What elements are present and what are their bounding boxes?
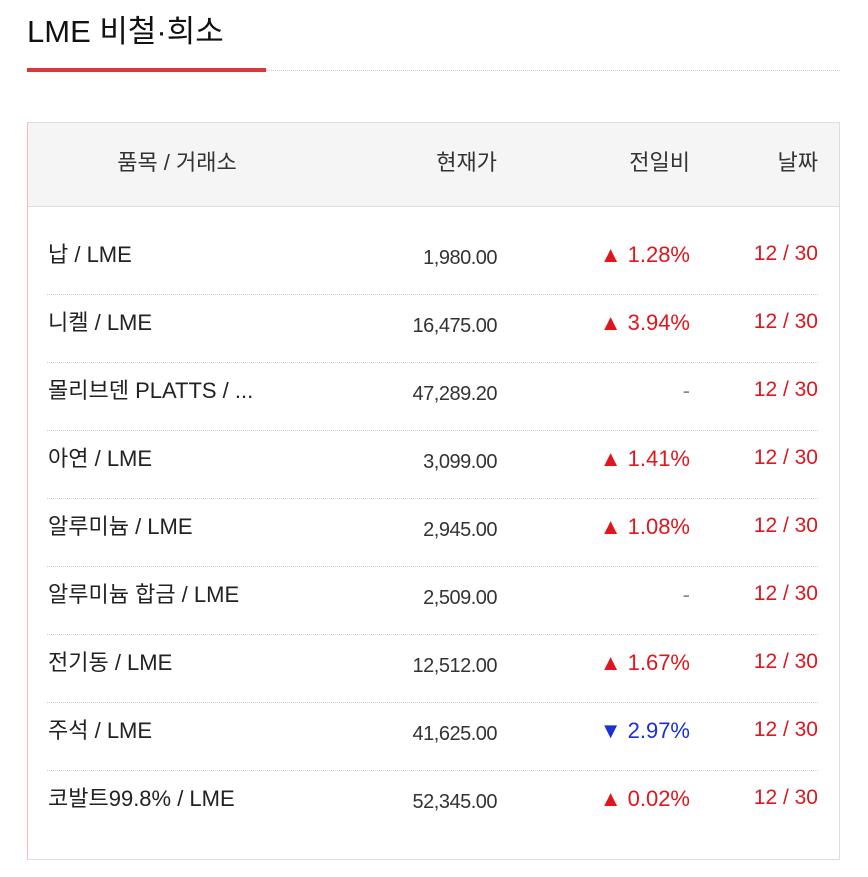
date: 12 / 30 <box>753 242 818 265</box>
column-header: 전일비 <box>629 150 690 175</box>
column-header: 날짜 <box>777 150 818 175</box>
price: 2,509.00 <box>423 587 497 609</box>
change: ▼ 2.97% <box>599 718 690 743</box>
table-frame <box>27 122 840 860</box>
table-header <box>28 123 839 207</box>
price: 52,345.00 <box>412 791 498 813</box>
row-separator <box>47 362 818 363</box>
title-underline <box>27 68 266 72</box>
item-name[interactable]: 알루미늄 합금 / LME <box>48 582 240 607</box>
change: ▲ 1.08% <box>599 514 690 539</box>
section-title: LME 비철·희소 <box>27 14 224 49</box>
row-separator <box>47 770 818 771</box>
change: ▲ 3.94% <box>599 310 690 335</box>
date: 12 / 30 <box>753 650 818 673</box>
item-name[interactable]: 주석 / LME <box>48 718 153 743</box>
item-name[interactable]: 전기동 / LME <box>48 650 173 675</box>
item-name[interactable]: 몰리브덴 PLATTS / ... <box>48 378 254 403</box>
change: ▲ 1.67% <box>599 650 690 675</box>
title-rule <box>266 70 840 71</box>
row-separator <box>47 634 818 635</box>
change: - <box>682 582 690 607</box>
price: 16,475.00 <box>412 315 498 337</box>
change: ▲ 0.02% <box>599 786 690 811</box>
item-name[interactable]: 니켈 / LME <box>48 310 153 335</box>
date: 12 / 30 <box>753 310 818 333</box>
item-name[interactable]: 납 / LME <box>48 242 132 267</box>
date: 12 / 30 <box>753 514 818 537</box>
date: 12 / 30 <box>753 718 818 741</box>
price: 41,625.00 <box>412 723 498 745</box>
change: ▲ 1.28% <box>599 242 690 267</box>
price: 47,289.20 <box>412 383 498 405</box>
date: 12 / 30 <box>753 446 818 469</box>
row-separator <box>47 566 818 567</box>
price: 3,099.00 <box>423 451 497 473</box>
change: ▲ 1.41% <box>599 446 690 471</box>
column-header: 품목 / 거래소 <box>117 150 237 175</box>
row-separator <box>47 702 818 703</box>
row-separator <box>47 294 818 295</box>
item-name[interactable]: 아연 / LME <box>48 446 153 471</box>
price: 2,945.00 <box>423 519 497 541</box>
row-separator <box>47 430 818 431</box>
item-name[interactable]: 코발트99.8% / LME <box>48 786 235 811</box>
change: - <box>682 378 690 403</box>
date: 12 / 30 <box>753 378 818 401</box>
item-name[interactable]: 알루미늄 / LME <box>48 514 193 539</box>
date: 12 / 30 <box>753 582 818 605</box>
date: 12 / 30 <box>753 786 818 809</box>
column-header: 현재가 <box>436 150 497 175</box>
price: 1,980.00 <box>423 247 497 269</box>
row-separator <box>47 498 818 499</box>
price: 12,512.00 <box>412 655 498 677</box>
